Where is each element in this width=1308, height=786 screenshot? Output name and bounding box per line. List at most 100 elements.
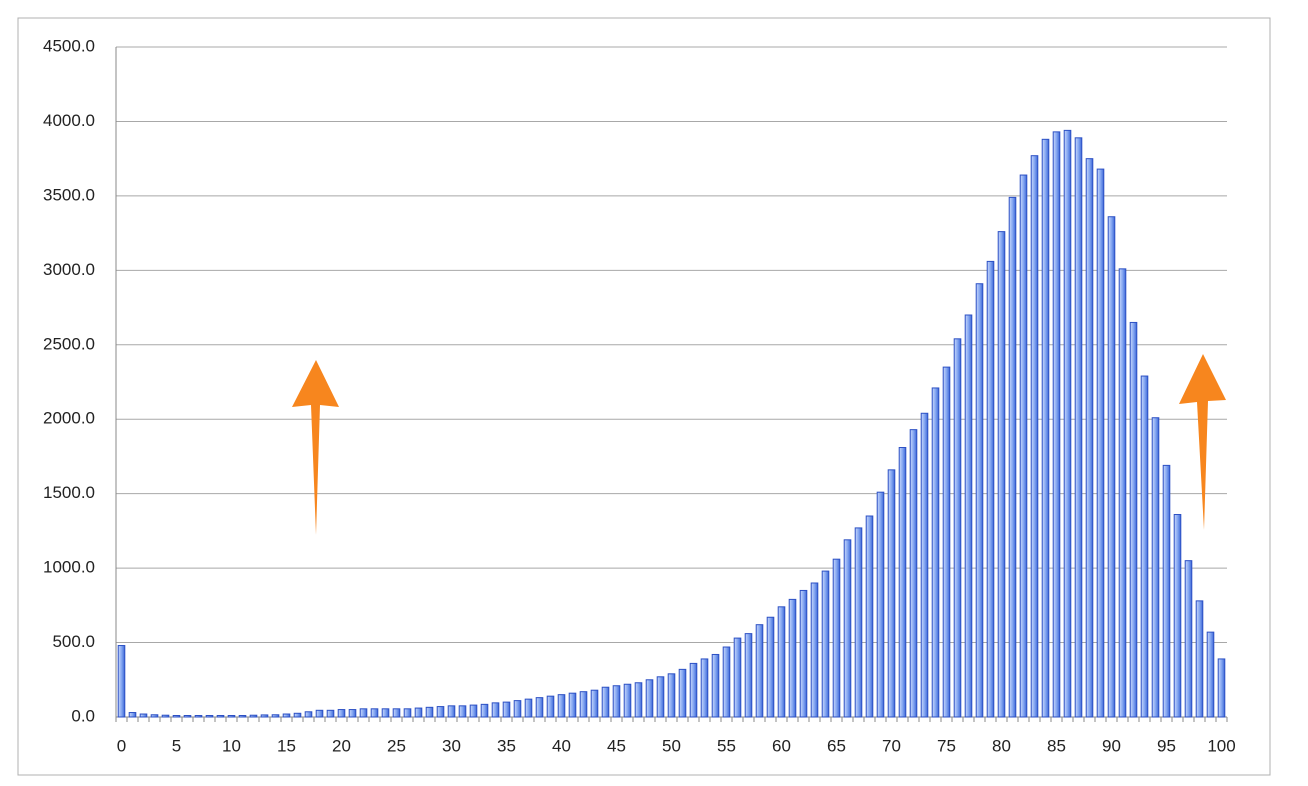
bar (172, 715, 181, 718)
bar (678, 668, 687, 718)
bar (414, 707, 423, 718)
plot-area: 0.0 500.0 1000.0 1500.0 2000.0 2500.0 3000.0 35… (43, 36, 1236, 755)
x-tick-label: 65 (827, 736, 846, 755)
bar (667, 673, 676, 718)
bar (1030, 155, 1039, 718)
bar (150, 714, 159, 718)
bar (524, 698, 533, 718)
bar (161, 714, 170, 718)
y-tick-label: 0.0 (71, 706, 95, 725)
bar (590, 689, 599, 718)
bar (733, 637, 742, 718)
bar (502, 701, 511, 718)
x-tick-label: 40 (552, 736, 571, 755)
bar (436, 706, 445, 718)
bar (1217, 658, 1226, 718)
bar (491, 702, 500, 718)
bar (1162, 464, 1171, 718)
bar (392, 708, 401, 718)
x-tick-label: 100 (1207, 736, 1235, 755)
bar (953, 338, 962, 718)
y-tick-label: 4000.0 (43, 111, 95, 130)
x-tick-label: 5 (172, 736, 181, 755)
x-tick-label: 75 (937, 736, 956, 755)
bar (1063, 129, 1072, 718)
bar (1008, 196, 1017, 718)
bar (1074, 137, 1083, 718)
y-tick-label: 3500.0 (43, 185, 95, 204)
chart-frame (17, 17, 1271, 776)
bar (744, 633, 753, 718)
bar (326, 709, 335, 718)
bar (766, 616, 775, 718)
y-tick-label: 4500.0 (43, 36, 95, 55)
bar (128, 712, 137, 718)
bar (293, 712, 302, 718)
bar (359, 708, 368, 718)
x-tick-label: 55 (717, 736, 736, 755)
bar (1184, 560, 1193, 718)
x-tick-label: 15 (277, 736, 296, 755)
bar (447, 705, 456, 718)
bar (469, 704, 478, 718)
bar (777, 606, 786, 718)
bar (117, 645, 126, 718)
bar (876, 491, 885, 718)
y-tick-label: 2000.0 (43, 409, 95, 428)
bar (282, 713, 291, 718)
y-tick-label: 500.0 (52, 632, 95, 651)
bar (1195, 600, 1204, 718)
bar (898, 447, 907, 718)
y-tick-label: 3000.0 (43, 260, 95, 279)
bar (425, 706, 434, 718)
bar (832, 558, 841, 718)
bar (1173, 514, 1182, 718)
bar (1085, 158, 1094, 718)
bar (1107, 216, 1116, 718)
bar (260, 714, 269, 718)
bar (348, 709, 357, 718)
x-tick-label: 45 (607, 736, 626, 755)
bar (711, 653, 720, 718)
x-tick-label: 10 (222, 736, 241, 755)
bar (1118, 268, 1127, 718)
x-tick-label: 60 (772, 736, 791, 755)
bar (1096, 168, 1105, 718)
bar (634, 682, 643, 718)
x-tick-label: 0 (117, 736, 126, 755)
bar (656, 676, 665, 718)
bar (1129, 321, 1138, 718)
x-tick-label: 25 (387, 736, 406, 755)
bar (238, 715, 247, 718)
bar (535, 697, 544, 718)
arrow (1179, 354, 1226, 530)
bar (975, 283, 984, 718)
bar (1052, 131, 1061, 718)
bar (997, 231, 1006, 718)
bar (920, 412, 929, 718)
bar (480, 703, 489, 718)
bar (304, 711, 313, 718)
bar (854, 527, 863, 718)
bar (370, 708, 379, 718)
x-tick-label: 95 (1157, 736, 1176, 755)
bar (315, 709, 324, 718)
bar (909, 429, 918, 718)
y-tick-label: 2500.0 (43, 334, 95, 353)
bar (546, 695, 555, 718)
bar (381, 708, 390, 718)
bar (227, 715, 236, 718)
x-tick-label: 80 (992, 736, 1011, 755)
bar (623, 683, 632, 718)
bar (1206, 631, 1215, 718)
bar (1019, 174, 1028, 718)
bar (249, 714, 258, 718)
bar (601, 686, 610, 718)
bar (788, 598, 797, 718)
bar (568, 692, 577, 718)
x-tick-label: 50 (662, 736, 681, 755)
bar (986, 260, 995, 718)
bar (645, 679, 654, 718)
y-tick-label: 1500.0 (43, 483, 95, 502)
